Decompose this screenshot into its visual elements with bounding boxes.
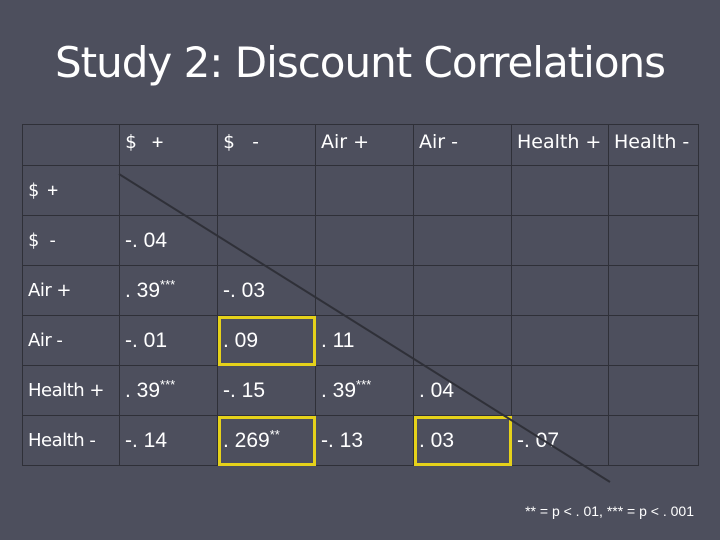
correlation-cell: -. 07 (511, 415, 609, 466)
corner-cell (22, 124, 120, 166)
correlation-cell (511, 215, 609, 266)
column-header: Air + (315, 124, 414, 166)
correlation-cell (315, 215, 414, 266)
row-header: Air + (22, 265, 120, 316)
correlation-cell (413, 215, 512, 266)
correlation-value: -. 14 (125, 428, 168, 452)
correlation-value: -. 07 (517, 428, 560, 452)
correlation-value: . 39 (125, 378, 161, 402)
correlation-cell: . 11 (315, 315, 414, 366)
table-row: Air +. 39*** -. 03 (22, 265, 699, 316)
column-header: Air - (413, 124, 512, 166)
correlation-cell (413, 165, 512, 216)
correlation-value: . 04 (419, 378, 455, 402)
correlation-cell (608, 315, 699, 366)
significance-stars: *** (160, 376, 176, 392)
significance-footnote: ** = p < . 01, *** = p < . 001 (525, 503, 694, 519)
correlation-cell (413, 265, 512, 316)
correlation-cell: -. 13 (315, 415, 414, 466)
significance-stars: *** (160, 276, 176, 292)
correlation-cell (511, 165, 609, 216)
table-row: Health - -. 14. 269** -. 13. 03 -. 07 (22, 415, 699, 466)
correlation-value: -. 04 (125, 228, 168, 252)
correlation-cell: -. 04 (119, 215, 218, 266)
correlation-value: . 39 (321, 378, 357, 402)
correlation-cell: -. 03 (217, 265, 316, 316)
correlation-cell: . 04 (413, 365, 512, 416)
row-header: Health - (22, 415, 120, 466)
slide-title: Study 2: Discount Correlations (54, 38, 666, 87)
correlation-cell (119, 165, 218, 216)
correlation-cell (217, 165, 316, 216)
correlation-cell (608, 415, 699, 466)
correlation-value: -. 15 (223, 378, 266, 402)
significance-stars: *** (356, 376, 372, 392)
correlation-cell: -. 01 (119, 315, 218, 366)
correlation-cell: . 39*** (315, 365, 414, 416)
correlation-table: $ + $ - Air + Air - Health + Health - $ … (22, 124, 699, 466)
row-header: $ + (22, 165, 120, 216)
correlation-cell (511, 265, 609, 316)
correlation-value: -. 03 (223, 278, 266, 302)
row-header: Health + (22, 365, 120, 416)
correlation-cell (315, 265, 414, 316)
correlation-cell: -. 14 (119, 415, 218, 466)
column-header: $ + (119, 124, 218, 166)
correlation-cell (413, 315, 512, 366)
table-row: Air - -. 01 . 09 . 11 (22, 315, 699, 366)
correlation-cell (608, 215, 699, 266)
correlation-cell (608, 165, 699, 216)
correlation-value: . 03 (419, 428, 455, 452)
correlation-value: . 09 (223, 328, 259, 352)
row-header: Air - (22, 315, 120, 366)
correlation-value: . 39 (125, 278, 161, 302)
column-header: Health + (511, 124, 609, 166)
correlation-cell (608, 365, 699, 416)
table-row: $ - -. 04 (22, 215, 699, 266)
correlation-cell (511, 315, 609, 366)
correlation-cell (315, 165, 414, 216)
correlation-cell: . 39*** (119, 265, 218, 316)
header-row: $ + $ - Air + Air - Health + Health - (22, 124, 699, 166)
column-header: Health - (608, 124, 699, 166)
correlation-value: . 269 (223, 428, 270, 452)
correlation-cell (608, 265, 699, 316)
table-row: $ + (22, 165, 699, 216)
table-row: Health +. 39*** -. 15. 39***. 04 (22, 365, 699, 416)
column-header: $ - (217, 124, 316, 166)
correlation-cell (511, 365, 609, 416)
correlation-cell: . 39*** (119, 365, 218, 416)
highlighted-correlation-cell: . 03 (413, 415, 512, 466)
highlighted-correlation-cell: . 269** (217, 415, 316, 466)
correlation-value: -. 13 (321, 428, 364, 452)
row-header: $ - (22, 215, 120, 266)
correlation-cell (217, 215, 316, 266)
significance-stars: ** (269, 426, 280, 442)
correlation-cell: -. 15 (217, 365, 316, 416)
highlighted-correlation-cell: . 09 (217, 315, 316, 366)
correlation-value: -. 01 (125, 328, 168, 352)
correlation-value: . 11 (321, 328, 355, 352)
